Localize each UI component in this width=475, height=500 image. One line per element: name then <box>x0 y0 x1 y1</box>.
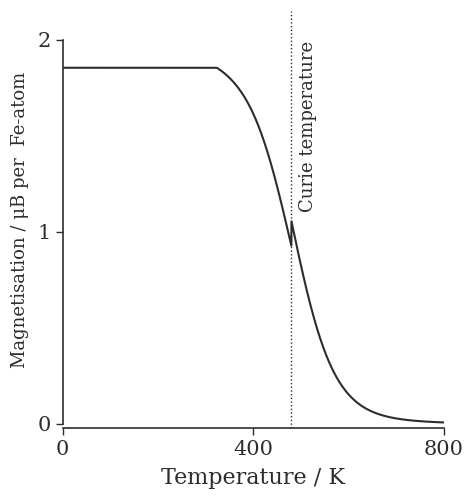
Y-axis label: Magnetisation / μB per  Fe-atom: Magnetisation / μB per Fe-atom <box>11 72 29 368</box>
X-axis label: Temperature / K: Temperature / K <box>161 467 345 489</box>
Text: Curie temperature: Curie temperature <box>298 40 316 212</box>
